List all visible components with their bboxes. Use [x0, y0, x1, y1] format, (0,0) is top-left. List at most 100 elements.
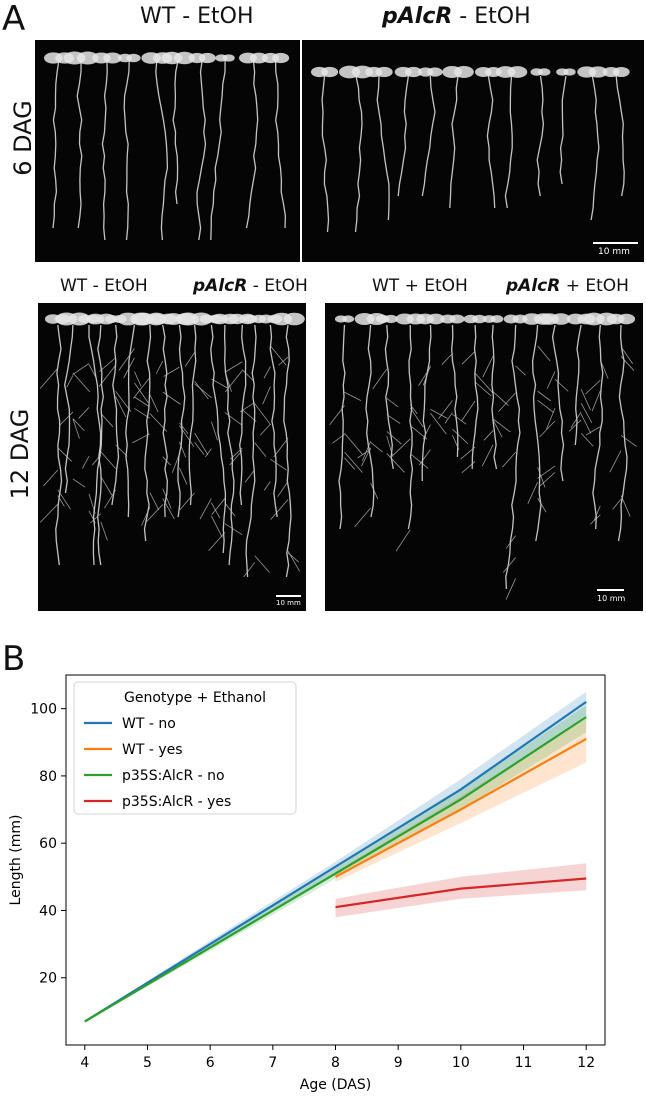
cotyledon	[283, 312, 305, 326]
lateral-root	[145, 504, 164, 523]
cotyledon	[588, 66, 608, 78]
y-tick-label: 20	[39, 971, 57, 987]
lateral-root	[72, 418, 80, 439]
lateral-root	[270, 458, 287, 471]
legend-entry-3: p35S:AlcR - yes	[122, 794, 231, 810]
seedling-root	[101, 59, 108, 241]
x-tick-label: 11	[515, 1055, 533, 1071]
lateral-root	[444, 412, 453, 424]
lateral-root	[171, 453, 180, 473]
lateral-root	[141, 507, 151, 526]
caption-genotype: WT	[140, 4, 176, 29]
x-tick-label: 7	[268, 1055, 277, 1071]
lateral-root	[554, 378, 569, 392]
caption-genotype: pAlcR	[506, 276, 561, 296]
series-line-3	[335, 877, 587, 909]
seedling-root	[505, 324, 521, 590]
seedling-root	[210, 324, 227, 554]
cotyledon	[427, 67, 443, 77]
seedling-root	[384, 324, 394, 470]
cotyledon	[342, 315, 355, 323]
caption-genotype: pAlcR	[193, 276, 248, 296]
lateral-root	[357, 448, 371, 459]
seedling-root	[55, 324, 63, 566]
seedling-root	[531, 324, 542, 542]
caption-12dag-2: pAlcR - EtOH	[193, 276, 308, 296]
lateral-root	[612, 498, 622, 510]
caption-12dag-4: pAlcR + EtOH	[506, 276, 629, 296]
lateral-root	[204, 448, 212, 458]
lateral-root	[460, 446, 476, 460]
lateral-root	[580, 389, 591, 411]
seedling-root	[245, 324, 257, 578]
caption-treatment: - EtOH	[247, 276, 308, 296]
lateral-root	[118, 348, 135, 371]
lateral-root	[72, 363, 90, 376]
lateral-root	[132, 433, 150, 444]
lateral-root	[481, 444, 494, 467]
seedling-root	[210, 59, 226, 241]
y-axis-label: Length (mm)	[8, 815, 24, 906]
lateral-root	[57, 489, 71, 510]
lateral-root	[244, 469, 256, 483]
lateral-root	[115, 444, 128, 457]
lateral-root	[395, 529, 411, 552]
cotyledon	[173, 51, 195, 65]
lateral-root	[277, 481, 289, 497]
lateral-root	[100, 521, 108, 541]
seedling-root	[397, 75, 410, 197]
lateral-root	[354, 507, 371, 528]
lateral-root	[132, 377, 151, 399]
y-tick-label: 60	[39, 836, 57, 852]
seedling-root	[188, 324, 197, 506]
lateral-root	[620, 346, 634, 364]
lateral-root	[461, 351, 476, 365]
lateral-root	[179, 422, 189, 435]
lateral-root	[585, 426, 601, 436]
lateral-root	[211, 498, 226, 515]
lateral-root	[270, 499, 289, 520]
seedling-root	[274, 59, 287, 229]
lateral-root	[372, 368, 388, 390]
lateral-root	[254, 403, 272, 426]
lateral-root	[194, 381, 209, 400]
caption-treatment: - EtOH	[87, 276, 148, 296]
lateral-root	[242, 409, 257, 422]
lateral-root	[39, 503, 59, 523]
lateral-root	[155, 360, 164, 374]
seedling-root	[590, 75, 600, 221]
legend-entry-2: p35S:AlcR - no	[122, 768, 225, 784]
lateral-root	[370, 482, 379, 500]
lateral-root	[184, 352, 195, 367]
seedling-root	[155, 59, 169, 241]
lateral-root	[361, 441, 371, 462]
row-label-12dag: 12 DAG	[6, 408, 34, 500]
seedling-root	[451, 324, 459, 458]
lateral-root	[100, 413, 114, 428]
lateral-root	[537, 466, 546, 488]
lateral-root	[270, 345, 287, 366]
lateral-root	[149, 492, 160, 511]
lateral-root	[599, 359, 609, 379]
lateral-root	[505, 578, 516, 600]
seedling-root	[64, 324, 74, 494]
photo-6dag-palcr: 10 mm	[302, 40, 644, 262]
seedling-root	[76, 59, 83, 229]
cotyledon	[103, 52, 122, 64]
lateral-root	[179, 441, 187, 458]
lateral-root	[57, 495, 65, 507]
seedling-root	[123, 59, 130, 241]
photo-6dag-wt	[35, 40, 300, 262]
lateral-root	[505, 535, 516, 549]
lateral-root	[194, 442, 205, 455]
lateral-root	[179, 467, 188, 485]
lateral-root	[92, 454, 102, 466]
lateral-root	[502, 557, 516, 573]
lateral-root	[254, 442, 267, 457]
cotyledon	[490, 315, 504, 323]
seedling-root	[245, 59, 259, 229]
lateral-root	[194, 383, 212, 399]
panel-a-letter: A	[2, 0, 26, 39]
seedling-root	[551, 324, 565, 482]
lateral-root	[59, 411, 74, 426]
